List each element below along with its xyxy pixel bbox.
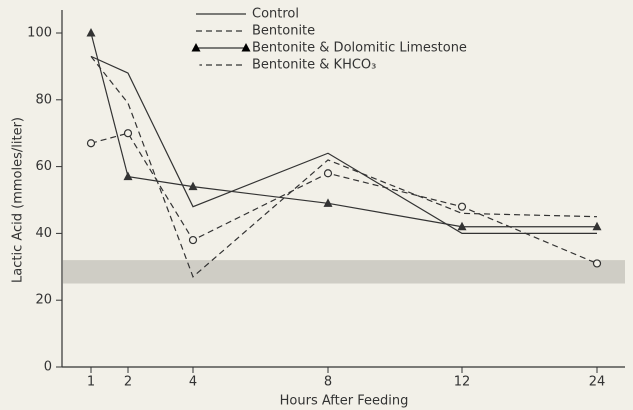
circle-marker [192,61,200,69]
circle-marker [188,235,198,245]
legend-label: Control [252,7,299,22]
y-axis-label: Lactic Acid (mmoles/liter) [11,117,26,283]
circle-marker [457,202,467,211]
x-axis-label: Hours After Feeding [280,394,409,409]
legend-label: Bentonite & KHCO₃ [252,58,376,73]
triangle-marker [123,171,133,181]
triangle-marker [191,43,201,52]
circle-marker [123,129,133,138]
series-line [90,56,598,278]
y-tick-label: 100 [27,26,52,41]
y-tick-label: 40 [35,226,52,241]
x-tick-label: 12 [454,375,471,390]
reference-band [63,260,625,284]
triangle-marker [188,181,198,191]
legend-label: Bentonite [252,24,315,39]
triangle-marker [241,43,251,52]
y-tick-label: 0 [44,360,52,375]
x-tick-label: 8 [324,375,332,390]
series-line [90,55,597,234]
x-tick-label: 2 [124,375,132,390]
y-tick-label: 20 [35,293,52,308]
circle-marker [242,61,250,69]
x-tick-label: 1 [87,375,95,390]
circle-marker [86,139,96,148]
y-tick-label: 80 [35,92,52,107]
legend-label: Bentonite & Dolomitic Limestone [252,41,467,56]
x-tick-label: 24 [589,375,606,390]
triangle-marker [457,221,467,231]
series-line [90,32,597,228]
series-line [90,132,598,265]
triangle-marker [86,28,96,37]
triangle-marker [592,221,602,231]
x-tick-label: 4 [189,375,197,390]
circle-marker [592,259,602,268]
y-tick-label: 60 [35,159,52,174]
triangle-marker [323,198,333,207]
circle-marker [323,169,333,178]
